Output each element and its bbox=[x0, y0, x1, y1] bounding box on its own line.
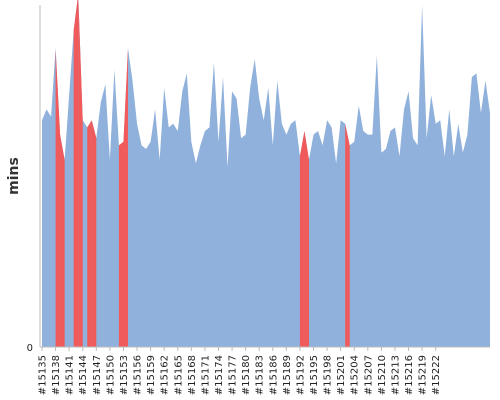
x-tick-label: #15198 bbox=[323, 355, 334, 395]
x-tick-label: #15189 bbox=[282, 355, 293, 395]
x-tick-label: #15213 bbox=[390, 355, 401, 395]
highlight-segment bbox=[73, 0, 79, 347]
x-tick-label: #15162 bbox=[160, 355, 171, 395]
x-tick-labels: #15135 #15138 #15141 #15144 #15147 #15150 #151… bbox=[38, 347, 442, 395]
x-tick-label: #15192 bbox=[295, 355, 306, 395]
x-tick-label: #15153 bbox=[119, 355, 130, 395]
x-tick-label: #15183 bbox=[255, 355, 266, 395]
x-tick-label: #15138 bbox=[51, 355, 62, 395]
area-series bbox=[42, 0, 490, 347]
highlight-segment bbox=[87, 120, 92, 347]
x-tick-label: #15180 bbox=[241, 355, 252, 395]
x-tick-label: #15216 bbox=[404, 355, 415, 395]
x-tick-label: #15195 bbox=[309, 355, 320, 395]
plot-area bbox=[42, 0, 490, 347]
x-tick-label: #15165 bbox=[173, 355, 184, 395]
y-tick-label-0: 0 bbox=[27, 343, 33, 354]
x-tick-label: #15156 bbox=[133, 355, 144, 395]
x-tick-label: #15147 bbox=[92, 355, 103, 395]
highlight-segment bbox=[345, 123, 350, 347]
x-tick-label: #15168 bbox=[187, 355, 198, 395]
x-tick-label: #15177 bbox=[228, 355, 239, 395]
highlight-segment bbox=[299, 131, 305, 347]
x-tick-label: #15144 bbox=[78, 355, 89, 395]
x-tick-label: #15204 bbox=[350, 355, 361, 395]
x-tick-label: #15141 bbox=[65, 355, 76, 395]
x-tick-label: #15210 bbox=[377, 355, 388, 395]
x-tick-label: #15201 bbox=[336, 355, 347, 395]
x-tick-label: #15135 bbox=[38, 355, 49, 395]
highlight-segment bbox=[118, 141, 124, 347]
highlight-segment bbox=[304, 131, 309, 347]
highlight-segment bbox=[55, 48, 61, 347]
x-tick-label: #15159 bbox=[146, 355, 157, 395]
x-tick-label: #15219 bbox=[418, 355, 429, 395]
highlight-segment bbox=[91, 120, 97, 347]
highlight-segment bbox=[60, 134, 65, 347]
x-tick-label: #15150 bbox=[105, 355, 116, 395]
x-tick-label: #15222 bbox=[431, 355, 442, 395]
x-tick-label: #15174 bbox=[214, 355, 225, 395]
x-tick-label: #15207 bbox=[363, 355, 374, 395]
x-tick-label: #15186 bbox=[268, 355, 279, 395]
x-tick-label: #15171 bbox=[200, 355, 211, 395]
y-axis-label: mins bbox=[6, 157, 22, 195]
highlight-segment bbox=[78, 0, 83, 347]
highlight-segment bbox=[123, 48, 128, 347]
